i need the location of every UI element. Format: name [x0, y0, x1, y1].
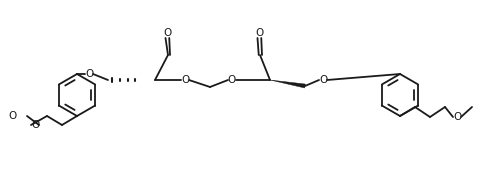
Text: O: O — [256, 28, 264, 38]
Text: O: O — [228, 75, 236, 85]
Text: O: O — [9, 111, 17, 121]
Text: O: O — [164, 28, 172, 38]
Text: O: O — [181, 75, 189, 85]
Polygon shape — [270, 80, 305, 88]
Text: O: O — [31, 120, 39, 130]
Text: O: O — [319, 75, 327, 85]
Text: O: O — [85, 69, 93, 79]
Text: O: O — [453, 112, 461, 122]
